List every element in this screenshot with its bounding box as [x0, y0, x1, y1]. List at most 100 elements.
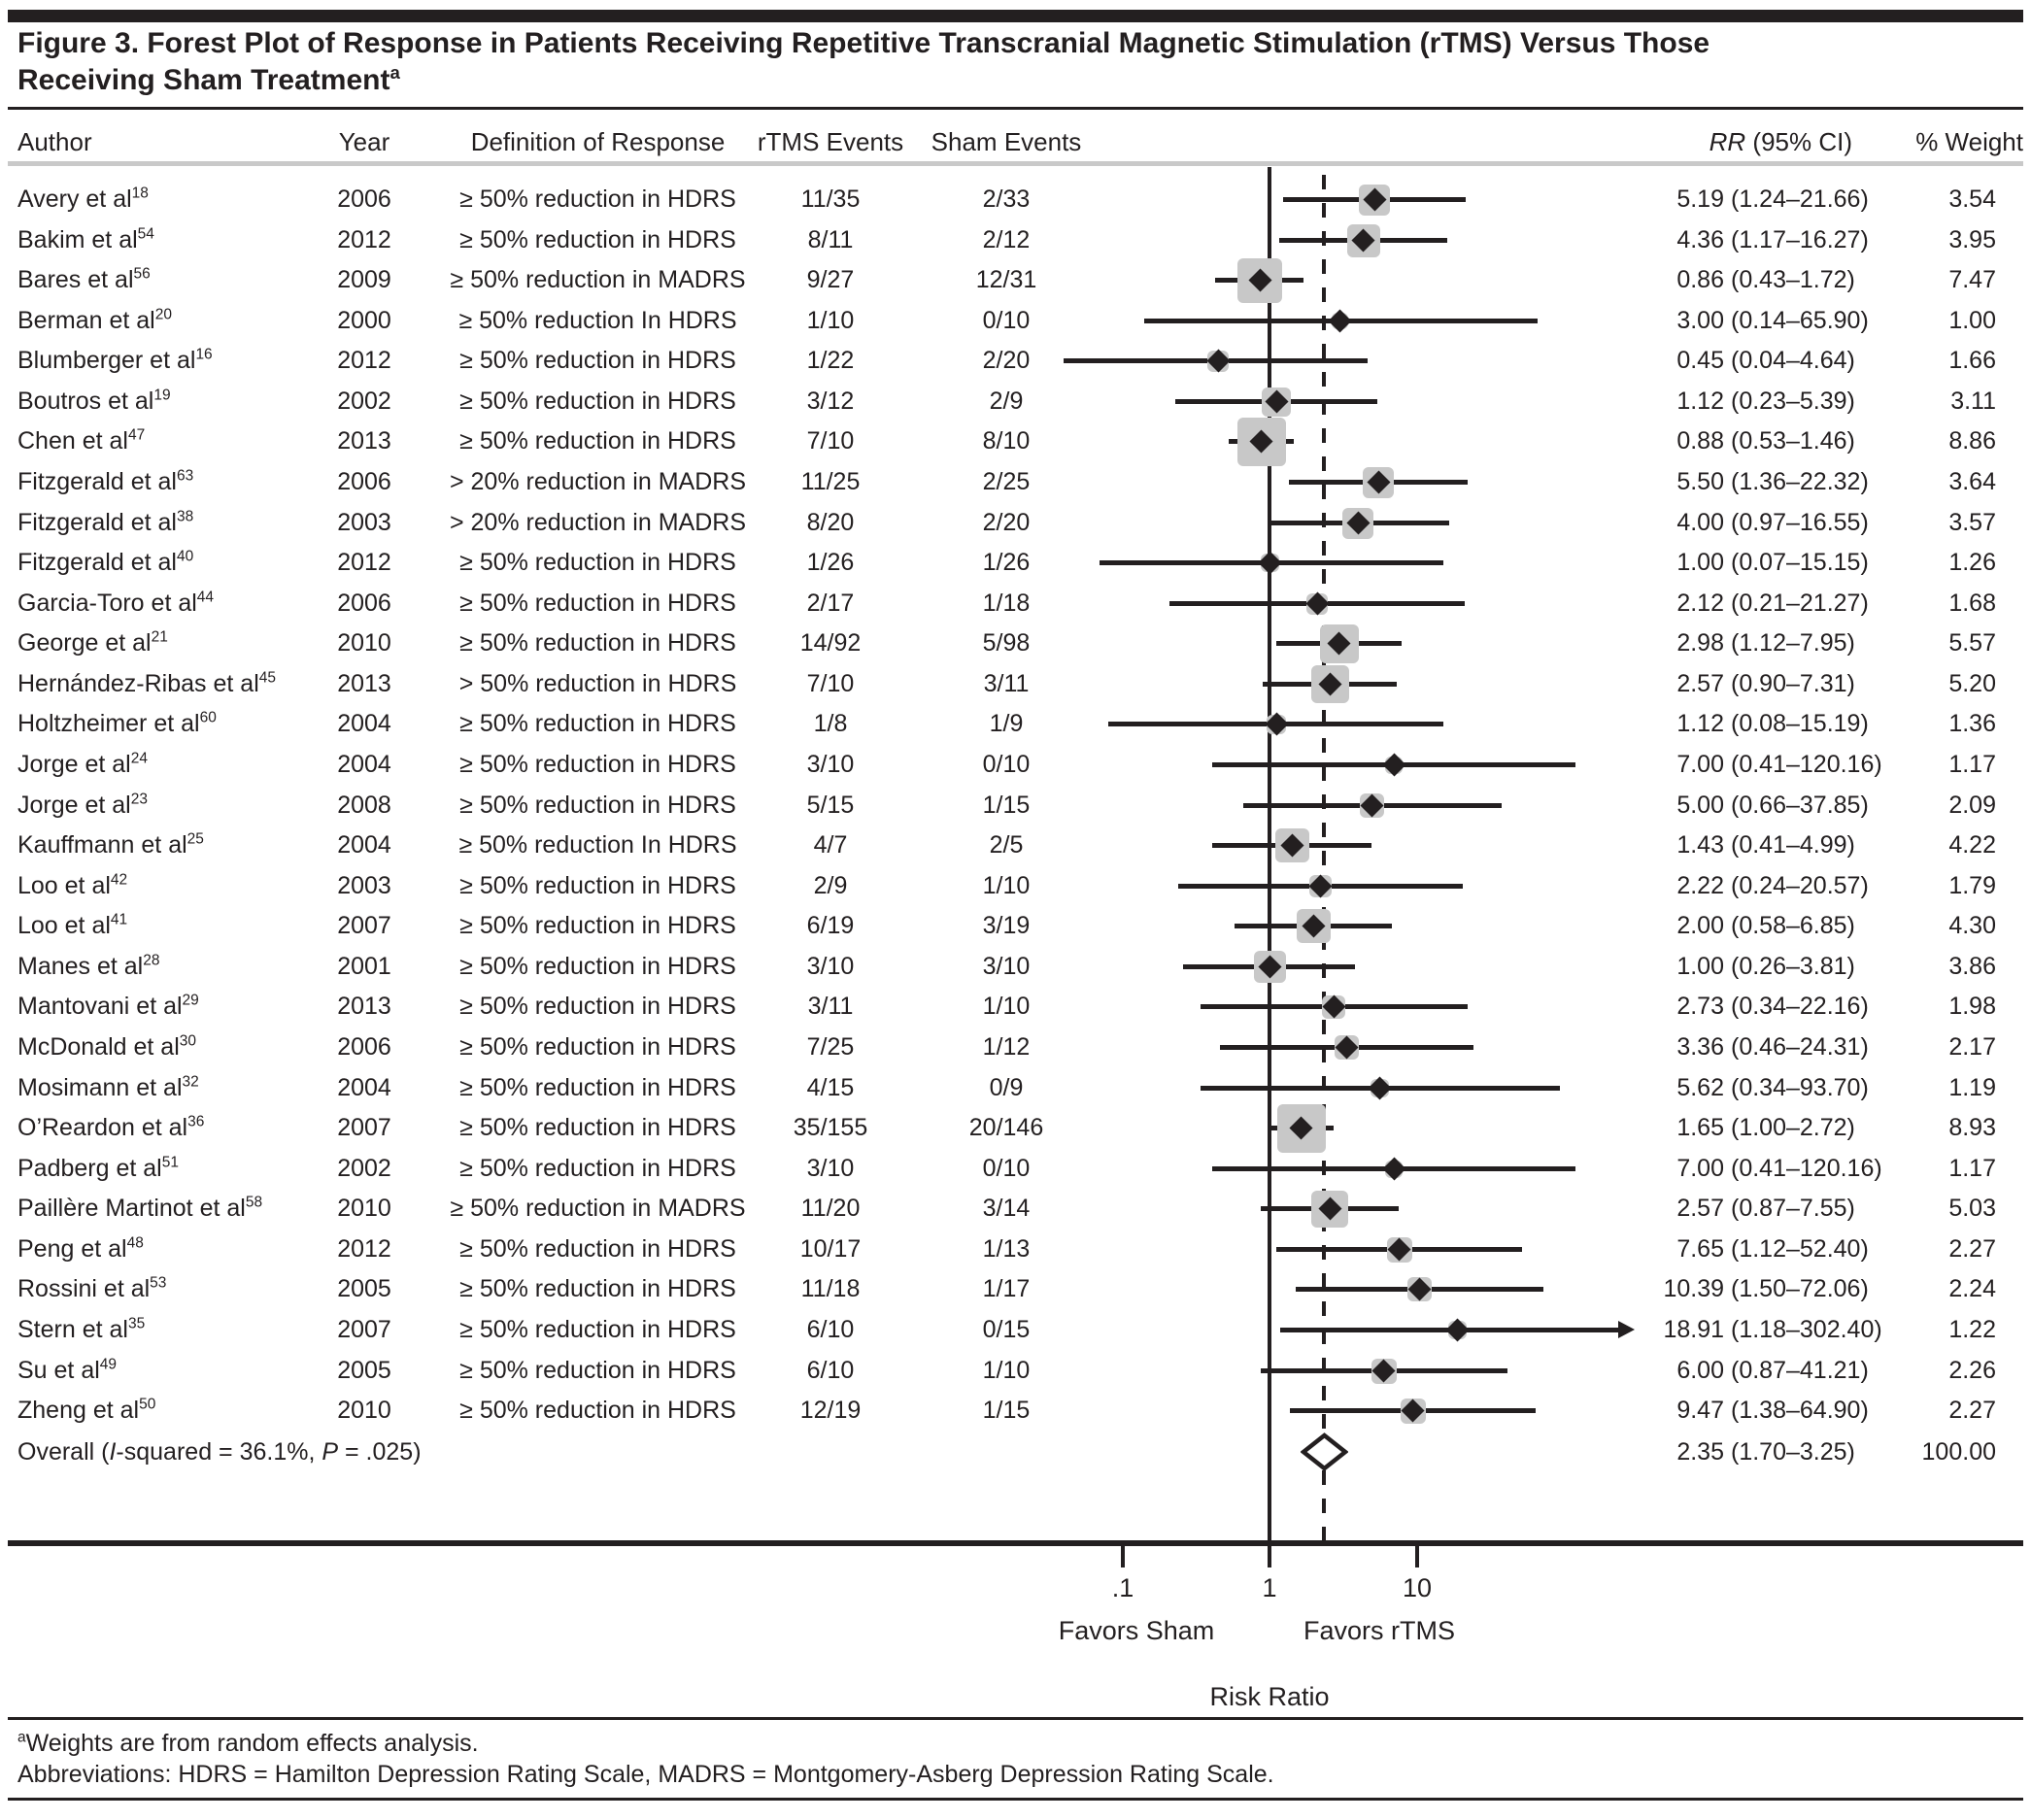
definition-cell: ≥ 50% reduction in HDRS — [459, 388, 736, 415]
rr-ci-cell: 1.00 (0.07–15.15) — [1648, 543, 2017, 583]
rr-confidence-interval: (0.41–4.99) — [1731, 831, 1855, 859]
rr-ci-cell: 1.00 (0.26–3.81) — [1648, 947, 2017, 987]
definition-cell: ≥ 50% reduction in HDRS — [459, 1114, 736, 1141]
sham-events-cell: 2/33 — [982, 185, 1031, 213]
study-row: Peng et al48 2012 ≥ 50% reduction in HDRS 1… — [0, 1230, 2031, 1269]
sham-events-cell: 1/15 — [982, 792, 1031, 819]
study-row: Berman et al20 2000 ≥ 50% reduction In HDR… — [0, 301, 2031, 341]
sham-events-cell: 0/10 — [982, 1155, 1031, 1182]
overall-label: Overall (I-squared = 36.1%, P = .025) — [17, 1438, 422, 1466]
rtms-events-cell: 7/10 — [806, 427, 855, 455]
reference-number: 16 — [195, 346, 213, 363]
year-cell: 2005 — [337, 1275, 391, 1302]
reference-number: 20 — [154, 306, 172, 323]
definition-cell: ≥ 50% reduction in HDRS — [459, 1074, 736, 1101]
study-row: Holtzheimer et al60 2004 ≥ 50% reduction i… — [0, 704, 2031, 744]
rr-value: 18.91 — [1663, 1316, 1724, 1343]
point-estimate-diamond — [1328, 309, 1352, 333]
study-row: Avery et al18 2006 ≥ 50% reduction in HDRS… — [0, 180, 2031, 219]
rr-ci-cell: 2.57 (0.90–7.31) — [1648, 664, 2017, 704]
rtms-events-cell: 8/11 — [807, 226, 854, 253]
rr-confidence-interval: (0.24–20.57) — [1731, 872, 1869, 899]
rr-value: 2.22 — [1676, 872, 1724, 899]
rtms-events-cell: 11/20 — [800, 1195, 861, 1222]
author-cell: Bares et al56 — [17, 265, 151, 293]
rr-confidence-interval: (0.43–1.72) — [1731, 266, 1855, 293]
point-estimate-diamond — [1382, 1157, 1406, 1181]
rr-value: 2.98 — [1676, 629, 1724, 657]
axis-tick — [1415, 1546, 1419, 1567]
column-header-rr-ci: RR (95% CI) — [1709, 127, 1852, 156]
weight-cell: 2.09 — [1948, 792, 1996, 819]
rr-ci-cell: 5.00 (0.66–37.85) — [1648, 786, 2017, 826]
rtms-events-cell: 4/15 — [806, 1074, 855, 1101]
author-cell: Manes et al28 — [17, 952, 160, 980]
sham-events-cell: 12/31 — [975, 266, 1037, 293]
year-cell: 2006 — [337, 1033, 391, 1061]
rtms-events-cell: 3/12 — [806, 388, 855, 415]
year-cell: 2004 — [337, 1074, 391, 1101]
author-cell: Fitzgerald et al38 — [17, 508, 194, 536]
rr-confidence-interval: (0.23–5.39) — [1731, 388, 1855, 415]
overall-row: Overall (I-squared = 36.1%, P = .025) 2.3… — [0, 1432, 2031, 1472]
weight-cell: 7.47 — [1948, 266, 1996, 293]
rr-ci-cell: 10.39 (1.50–72.06) — [1648, 1269, 2017, 1309]
year-cell: 2010 — [337, 1397, 391, 1424]
header-rule — [8, 161, 2023, 166]
reference-number: 44 — [196, 589, 215, 606]
weight-cell: 2.27 — [1948, 1397, 1996, 1424]
weight-cell: 3.54 — [1948, 185, 1996, 213]
sham-events-cell: 1/12 — [982, 1033, 1031, 1061]
weight-cell: 1.19 — [1948, 1074, 1996, 1101]
rtms-events-cell: 6/10 — [806, 1357, 855, 1384]
rr-confidence-interval: (0.41–120.16) — [1731, 751, 1882, 778]
study-row: Zheng et al50 2010 ≥ 50% reduction in HDRS… — [0, 1391, 2031, 1431]
reference-number: 42 — [110, 871, 128, 889]
reference-number: 24 — [130, 750, 148, 767]
rr-confidence-interval: (1.18–302.40) — [1731, 1316, 1882, 1343]
study-row: Fitzgerald et al38 2003 > 20% reduction in… — [0, 503, 2031, 543]
rtms-events-cell: 14/92 — [799, 629, 862, 657]
author-cell: Paillère Martinot et al58 — [17, 1194, 263, 1222]
study-row: George et al21 2010 ≥ 50% reduction in HDR… — [0, 624, 2031, 663]
rr-ci-cell: 3.00 (0.14–65.90) — [1648, 301, 2017, 341]
author-cell: Peng et al48 — [17, 1234, 144, 1263]
rr-ci-cell: 0.86 (0.43–1.72) — [1648, 260, 2017, 300]
rr-confidence-interval: (0.97–16.55) — [1731, 509, 1869, 536]
rr-ci-cell: 9.47 (1.38–64.90) — [1648, 1391, 2017, 1431]
rr-confidence-interval: (0.90–7.31) — [1731, 670, 1855, 697]
rr-ci-cell: 2.00 (0.58–6.85) — [1648, 906, 2017, 946]
title-footnote-marker: a — [389, 62, 400, 83]
rr-confidence-interval: (1.50–72.06) — [1731, 1275, 1869, 1302]
rr-value: 1.00 — [1676, 953, 1724, 980]
rtms-events-cell: 10/17 — [799, 1235, 862, 1263]
rtms-events-cell: 3/10 — [806, 953, 855, 980]
author-cell: Padberg et al51 — [17, 1154, 179, 1182]
reference-number: 45 — [258, 669, 276, 687]
weight-cell: 2.24 — [1948, 1275, 1996, 1302]
overall-rr-value: 2.35 — [1676, 1438, 1724, 1466]
reference-number: 47 — [127, 426, 146, 444]
rtms-events-cell: 3/10 — [806, 1155, 855, 1182]
rr-value: 5.50 — [1676, 468, 1724, 495]
reference-number: 32 — [182, 1073, 199, 1091]
reference-number: 50 — [139, 1396, 156, 1413]
x-axis-line — [8, 1540, 2023, 1546]
definition-cell: ≥ 50% reduction in HDRS — [459, 1275, 736, 1302]
weight-cell: 8.93 — [1948, 1114, 1996, 1141]
reference-number: 36 — [187, 1113, 205, 1130]
author-cell: McDonald et al30 — [17, 1032, 196, 1061]
rr-ci-cell: 4.00 (0.97–16.55) — [1648, 503, 2017, 543]
rtms-events-cell: 6/19 — [806, 912, 855, 939]
sham-events-cell: 1/13 — [982, 1235, 1031, 1263]
definition-cell: ≥ 50% reduction in HDRS — [459, 185, 736, 213]
year-cell: 2010 — [337, 1195, 391, 1222]
overall-confidence-interval: (1.70–3.25) — [1731, 1438, 1855, 1466]
author-cell: Chen et al47 — [17, 426, 146, 455]
definition-cell: ≥ 50% reduction in HDRS — [459, 792, 736, 819]
rr-value: 5.62 — [1676, 1074, 1724, 1101]
author-cell: O’Reardon et al36 — [17, 1113, 205, 1141]
rr-confidence-interval: (0.87–41.21) — [1731, 1357, 1869, 1384]
rr-confidence-interval: (1.12–7.95) — [1731, 629, 1855, 657]
